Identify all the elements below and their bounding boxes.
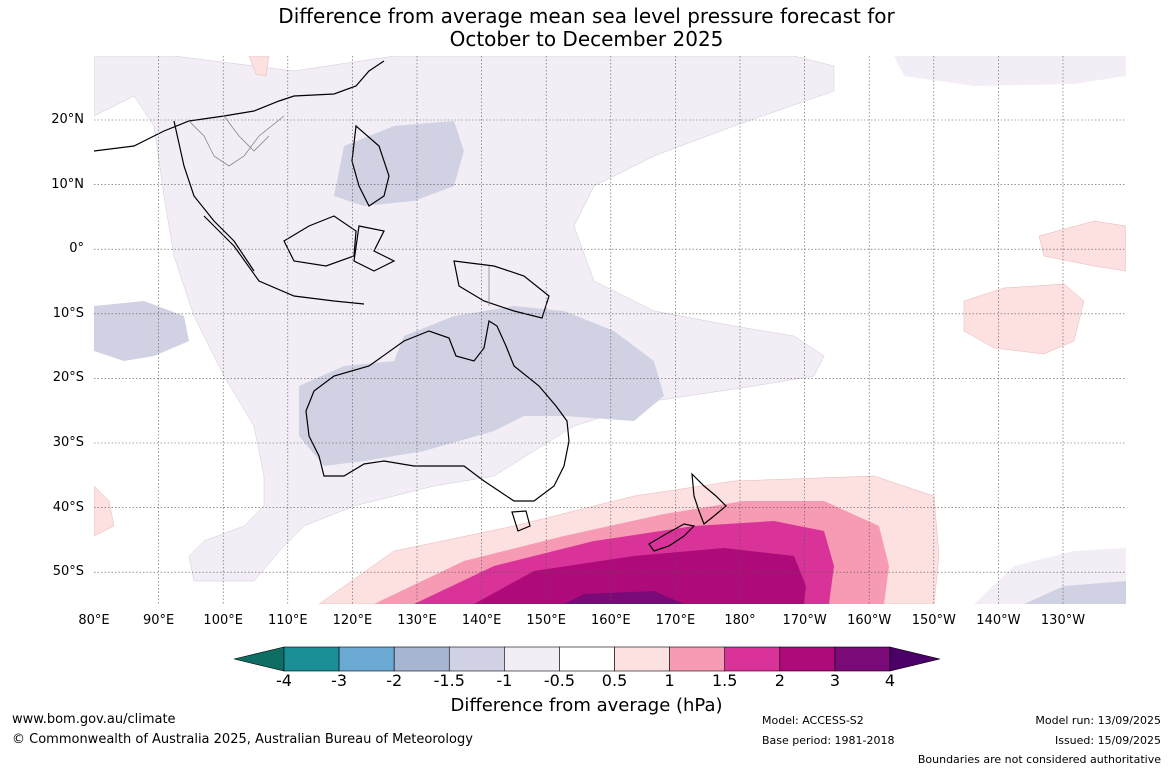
colorbar-tick-label: -1.5	[433, 671, 465, 690]
longitude-label: 130°W	[1040, 613, 1086, 628]
coastline-new-guinea	[453, 260, 550, 319]
colorbar-segment	[779, 646, 836, 672]
latitude-label: 30°S	[52, 435, 84, 450]
map-title-line-2: October to December 2025	[449, 27, 724, 51]
colorbar	[233, 646, 941, 672]
coastline-asia	[94, 60, 385, 152]
boundaries-disclaimer: Boundaries are not considered authoritat…	[917, 753, 1161, 766]
graticule	[94, 56, 1126, 604]
colorbar-tick-label: -2	[386, 671, 403, 690]
coastline-sulawesi	[353, 225, 396, 272]
region-weak-positive-west	[94, 485, 115, 537]
coastlines	[94, 60, 727, 552]
colorbar-segment	[559, 646, 615, 672]
region-moderate-negative-west-indian	[94, 301, 189, 361]
longitude-label: 90°E	[142, 613, 175, 628]
country-borders	[188, 115, 490, 306]
colorbar-segment	[614, 646, 670, 672]
coastline-borneo	[283, 215, 357, 267]
longitude-label: 100°E	[203, 613, 243, 628]
website-link[interactable]: www.bom.gov.au/climate	[12, 712, 176, 727]
colorbar-tick-label: -3	[331, 671, 348, 690]
latitude-label: 20°S	[52, 370, 84, 386]
copyright-text: © Commonwealth of Australia 2025, Austra…	[12, 732, 473, 747]
longitude-label: 130°E	[397, 613, 437, 628]
colorbar-tick-label: -0.5	[543, 671, 576, 690]
colorbar-tick-label: -4	[276, 671, 292, 690]
coastline-sumatra-java	[203, 215, 365, 305]
latitude-label: 0°	[69, 241, 84, 257]
region-weak-positive-equatorial	[1038, 220, 1126, 272]
coastline-new-zealand-south	[648, 523, 696, 552]
region-weak-positive-central-pacific	[963, 283, 1085, 355]
longitude-label: 150°E	[526, 613, 566, 628]
latitude-label: 10°S	[52, 305, 84, 321]
coastline-new-zealand-north	[691, 472, 727, 525]
model-run-date: Model run: 13/09/2025	[1035, 714, 1161, 727]
colorbar-segment	[669, 646, 726, 672]
colorbar-segment	[724, 646, 781, 672]
map-svg	[94, 56, 1126, 604]
longitude-label: 80°E	[78, 613, 110, 628]
colorbar-segment	[504, 646, 560, 672]
longitude-label: 180°	[724, 613, 756, 628]
coastline-philippines	[351, 124, 390, 207]
colorbar-segment	[834, 646, 891, 672]
latitude-label: 20°N	[51, 112, 84, 127]
colorbar-tick-label: 2	[774, 671, 785, 690]
longitude-label: 110°E	[268, 613, 308, 628]
region-positive-2-to-3	[474, 548, 806, 604]
longitude-label: 160°W	[847, 613, 892, 628]
colorbar-segment	[448, 646, 505, 672]
longitude-label: 150°W	[911, 613, 956, 628]
colorbar-tick-label: 1	[664, 671, 675, 690]
longitude-label: 170°E	[655, 613, 696, 628]
longitude-label: 140°W	[976, 613, 1021, 628]
region-weak-positive-northwest	[248, 56, 270, 77]
coastline-indochina-peninsula	[173, 120, 255, 272]
colorbar-svg	[233, 646, 941, 672]
base-period: Base period: 1981-2018	[762, 734, 895, 747]
colorbar-tick-label: 1.5	[711, 671, 738, 690]
colorbar-extend-high	[889, 646, 941, 672]
map-plot-area	[94, 56, 1126, 604]
latitude-label: 10°N	[51, 176, 84, 192]
colorbar-tick-label: 0.5	[601, 671, 628, 690]
colorbar-label: Difference from average (hPa)	[450, 695, 723, 716]
colorbar-tick-label: 4	[884, 671, 896, 690]
colorbar-segment	[283, 646, 340, 672]
colorbar-tick-label: -1	[496, 671, 513, 690]
longitude-label: 170°W	[782, 613, 827, 628]
coastline-australia	[305, 320, 570, 502]
latitude-label: 40°S	[52, 499, 84, 515]
colorbar-extend-low	[233, 646, 285, 672]
coastline-tasmania	[511, 510, 531, 532]
region-weak-negative-northeast	[894, 56, 1126, 86]
longitude-label: 140°E	[461, 613, 502, 628]
map-title-line-1: Difference from average mean sea level p…	[278, 4, 895, 28]
colorbar-tick-label: 3	[829, 671, 840, 690]
region-moderate-negative-southeast	[1024, 581, 1126, 604]
longitude-label: 160°E	[591, 613, 631, 628]
issued-date: Issued: 15/09/2025	[1054, 734, 1161, 747]
latitude-label: 50°S	[52, 564, 84, 580]
model-name: Model: ACCESS-S2	[762, 714, 864, 727]
colorbar-segment	[338, 646, 395, 672]
colorbar-segment	[393, 646, 450, 672]
region-positive-3-to-4	[564, 591, 684, 604]
longitude-label: 120°E	[332, 613, 373, 628]
